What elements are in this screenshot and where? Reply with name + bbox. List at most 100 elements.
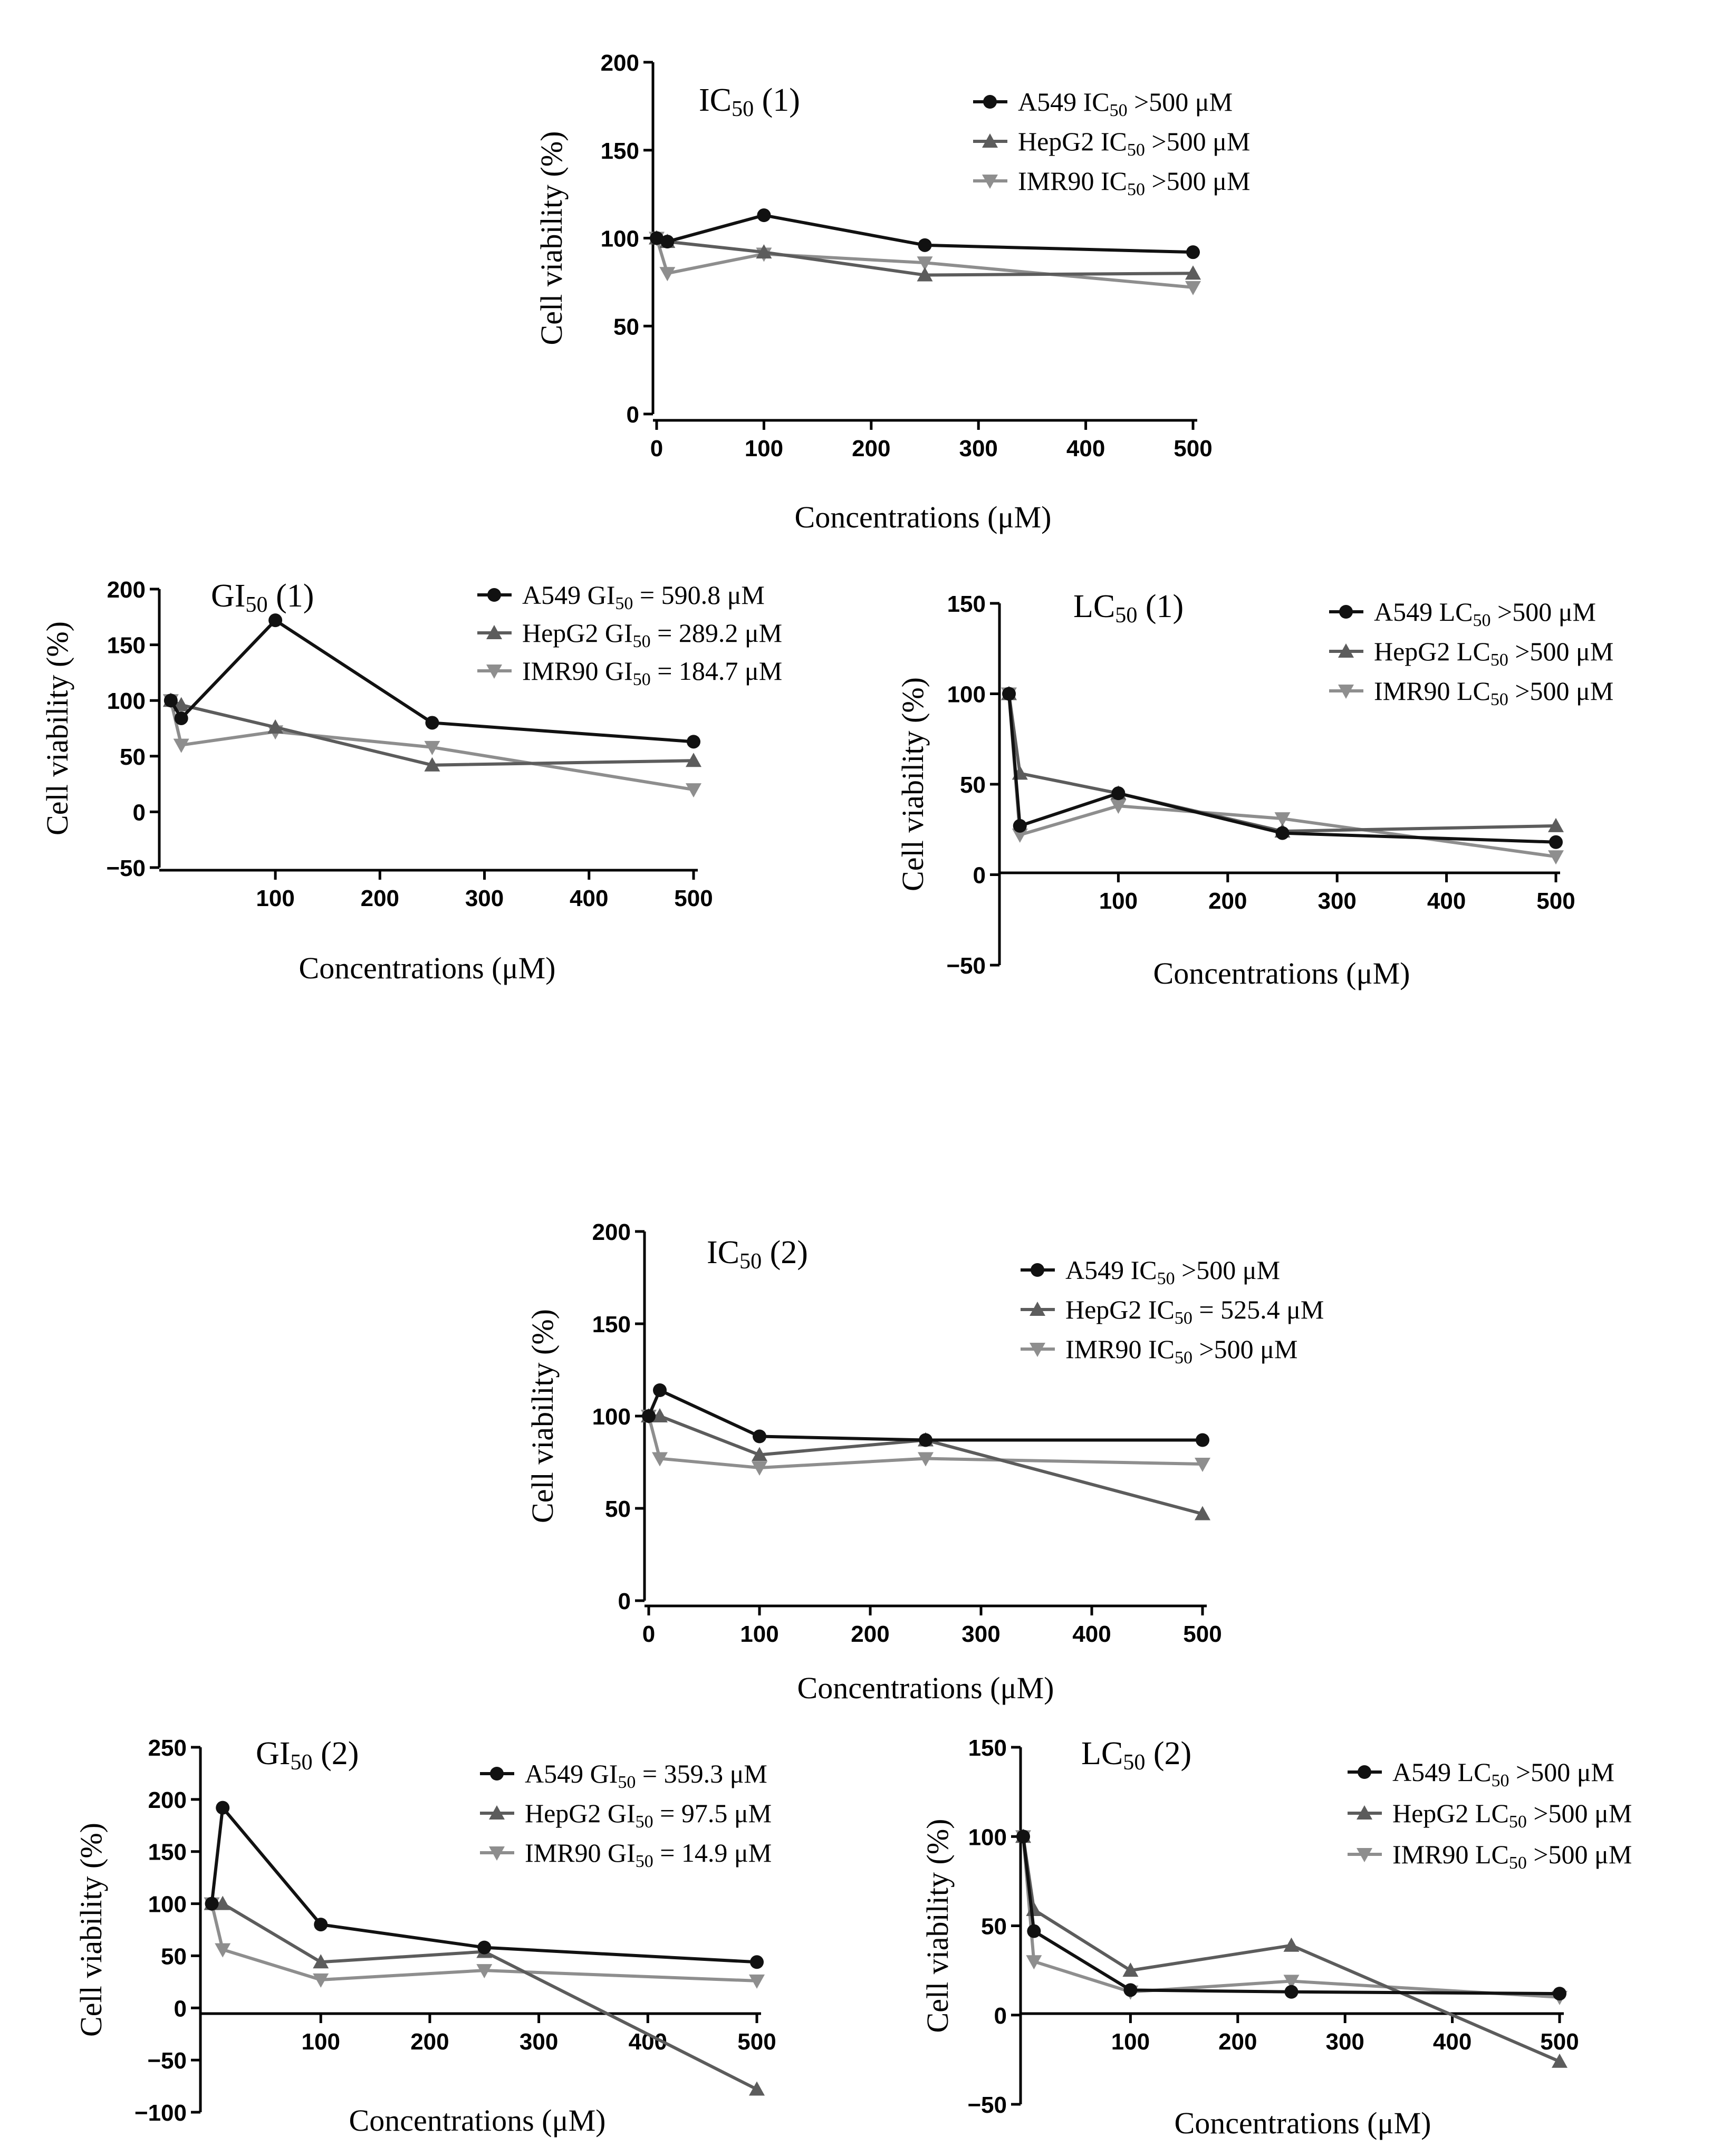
- x-tick-label: 500: [737, 2029, 776, 2055]
- x-axis-title: Concentrations (μM): [1153, 956, 1410, 990]
- y-tick-label: −50: [967, 2092, 1007, 2118]
- y-tick-label: 150: [968, 1735, 1007, 1761]
- y-tick-label: 0: [133, 800, 146, 825]
- data-point-a549: [687, 735, 700, 749]
- y-tick-label: 100: [968, 1824, 1007, 1850]
- legend-marker-a549: [983, 95, 997, 109]
- x-tick-label: 300: [1318, 888, 1356, 914]
- y-tick-label: −50: [147, 2048, 187, 2074]
- panel-title: IC50 (1): [699, 82, 800, 121]
- y-tick-label: 50: [120, 744, 146, 770]
- series-line-hepg2: [170, 699, 694, 767]
- y-tick-label: 50: [960, 772, 986, 798]
- data-point-a549: [216, 1801, 230, 1815]
- y-tick-label: 0: [618, 1589, 631, 1614]
- legend-label: IMR90 IC50 >500 μM: [1065, 1334, 1297, 1368]
- y-tick-label: 50: [161, 1943, 187, 1969]
- x-tick-label: 300: [959, 436, 997, 461]
- data-point-a549: [1196, 1433, 1209, 1447]
- data-point-hepg2: [756, 244, 772, 259]
- data-point-imr90: [1012, 829, 1028, 843]
- data-point-a549: [750, 1955, 764, 1969]
- y-tick-label: 50: [613, 314, 639, 340]
- y-tick-label: 150: [947, 591, 986, 617]
- data-point-imr90: [1548, 850, 1564, 865]
- panel-title: LC50 (2): [1081, 1736, 1191, 1775]
- data-point-a549: [1027, 1924, 1041, 1938]
- data-point-hepg2: [267, 719, 284, 734]
- data-point-a549: [1016, 1830, 1030, 1844]
- chart-panel-3: −50 0 50 100 150 100 200 300 400 500 Concentration…: [896, 589, 1613, 990]
- y-tick-label: 0: [627, 402, 639, 428]
- data-point-hepg2: [173, 697, 189, 711]
- legend-label: A549 IC50 >500 μM: [1018, 87, 1233, 120]
- y-tick-label: 100: [601, 226, 639, 252]
- data-point-a549: [425, 716, 439, 730]
- x-tick-label: 300: [465, 886, 504, 911]
- data-point-imr90: [1185, 281, 1201, 295]
- chart-panel-4: 0 50 100 150 200 0 100 200 300 400 500 Concentratio…: [525, 1219, 1324, 1705]
- x-tick-label: 100: [256, 886, 294, 911]
- y-tick-label: 100: [592, 1404, 631, 1430]
- legend-label: IMR90 LC50 >500 μM: [1374, 676, 1613, 709]
- y-tick-label: 200: [601, 50, 639, 76]
- y-tick-label: 0: [174, 1996, 187, 2022]
- legend-label: IMR90 LC50 >500 μM: [1392, 1840, 1632, 1873]
- legend-label: HepG2 GI50 = 289.2 μM: [522, 618, 782, 651]
- legend-label: HepG2 IC50 = 525.4 μM: [1065, 1295, 1324, 1328]
- legend-label: A549 GI50 = 359.3 μM: [525, 1759, 767, 1792]
- x-tick-label: 300: [961, 1621, 1000, 1647]
- legend-marker-a549: [1339, 605, 1353, 619]
- data-point-a549: [660, 235, 675, 249]
- data-point-a549: [314, 1918, 328, 1932]
- legend-item-imr90: IMR90 IC50 >500 μM: [1021, 1334, 1297, 1368]
- y-tick-label: −100: [134, 2100, 187, 2126]
- data-point-hepg2: [1185, 265, 1201, 280]
- legend-item-imr90: IMR90 GI50 = 184.7 μM: [477, 656, 782, 689]
- y-axis-title: Cell viability (%): [896, 677, 930, 891]
- data-point-a549: [1111, 786, 1126, 801]
- data-point-imr90: [1283, 1975, 1300, 1989]
- x-tick-label: 0: [642, 1621, 655, 1647]
- legend-marker-hepg2: [1030, 1302, 1045, 1316]
- legend-item-a549: A549 LC50 >500 μM: [1348, 1757, 1614, 1791]
- legend-marker-hepg2: [982, 133, 998, 148]
- data-point-imr90: [749, 1974, 765, 1989]
- legend-item-hepg2: HepG2 GI50 = 289.2 μM: [477, 618, 782, 651]
- data-point-hepg2: [1195, 1506, 1210, 1520]
- legend-label: IMR90 GI50 = 184.7 μM: [522, 656, 782, 689]
- legend-label: HepG2 IC50 >500 μM: [1018, 127, 1250, 160]
- legend-label: A549 LC50 >500 μM: [1374, 597, 1596, 630]
- data-point-imr90: [424, 740, 440, 755]
- legend-marker-a549: [490, 1767, 504, 1780]
- x-tick-label: 500: [674, 886, 713, 911]
- data-point-a549: [477, 1940, 492, 1955]
- x-tick-label: 100: [302, 2029, 340, 2055]
- legend-marker-a549: [487, 588, 501, 602]
- data-point-imr90: [652, 1452, 668, 1467]
- data-point-imr90: [1195, 1458, 1210, 1472]
- data-point-a549: [642, 1409, 656, 1423]
- data-point-imr90: [918, 1452, 934, 1467]
- y-tick-label: 100: [947, 682, 986, 708]
- legend-item-a549: A549 IC50 >500 μM: [973, 87, 1233, 120]
- data-point-a549: [650, 231, 663, 245]
- x-tick-label: 400: [570, 886, 608, 911]
- data-point-hepg2: [917, 267, 933, 282]
- legend-marker-hepg2: [489, 1805, 505, 1820]
- y-axis-title: Cell viability (%): [74, 1823, 108, 2037]
- data-point-imr90: [313, 1973, 329, 1988]
- data-point-hepg2: [752, 1447, 767, 1461]
- x-tick-label: 200: [1208, 888, 1247, 914]
- legend-item-hepg2: HepG2 LC50 >500 μM: [1348, 1798, 1632, 1832]
- legend-marker-imr90: [1338, 685, 1354, 699]
- x-tick-label: 500: [1536, 888, 1575, 914]
- data-point-a549: [1553, 1987, 1566, 2001]
- legend-label: HepG2 LC50 >500 μM: [1392, 1798, 1632, 1832]
- chart-panel-6: −50 0 50 100 150 100 200 300 400 500 Concentration…: [920, 1735, 1632, 2140]
- chart-panel-2: −50 0 50 100 150 200 100 200 300 400 500 Concentrat…: [40, 577, 782, 985]
- series-line-hepg2: [1007, 694, 1556, 833]
- panel-title: GI50 (1): [211, 578, 314, 617]
- data-point-hepg2: [686, 753, 701, 767]
